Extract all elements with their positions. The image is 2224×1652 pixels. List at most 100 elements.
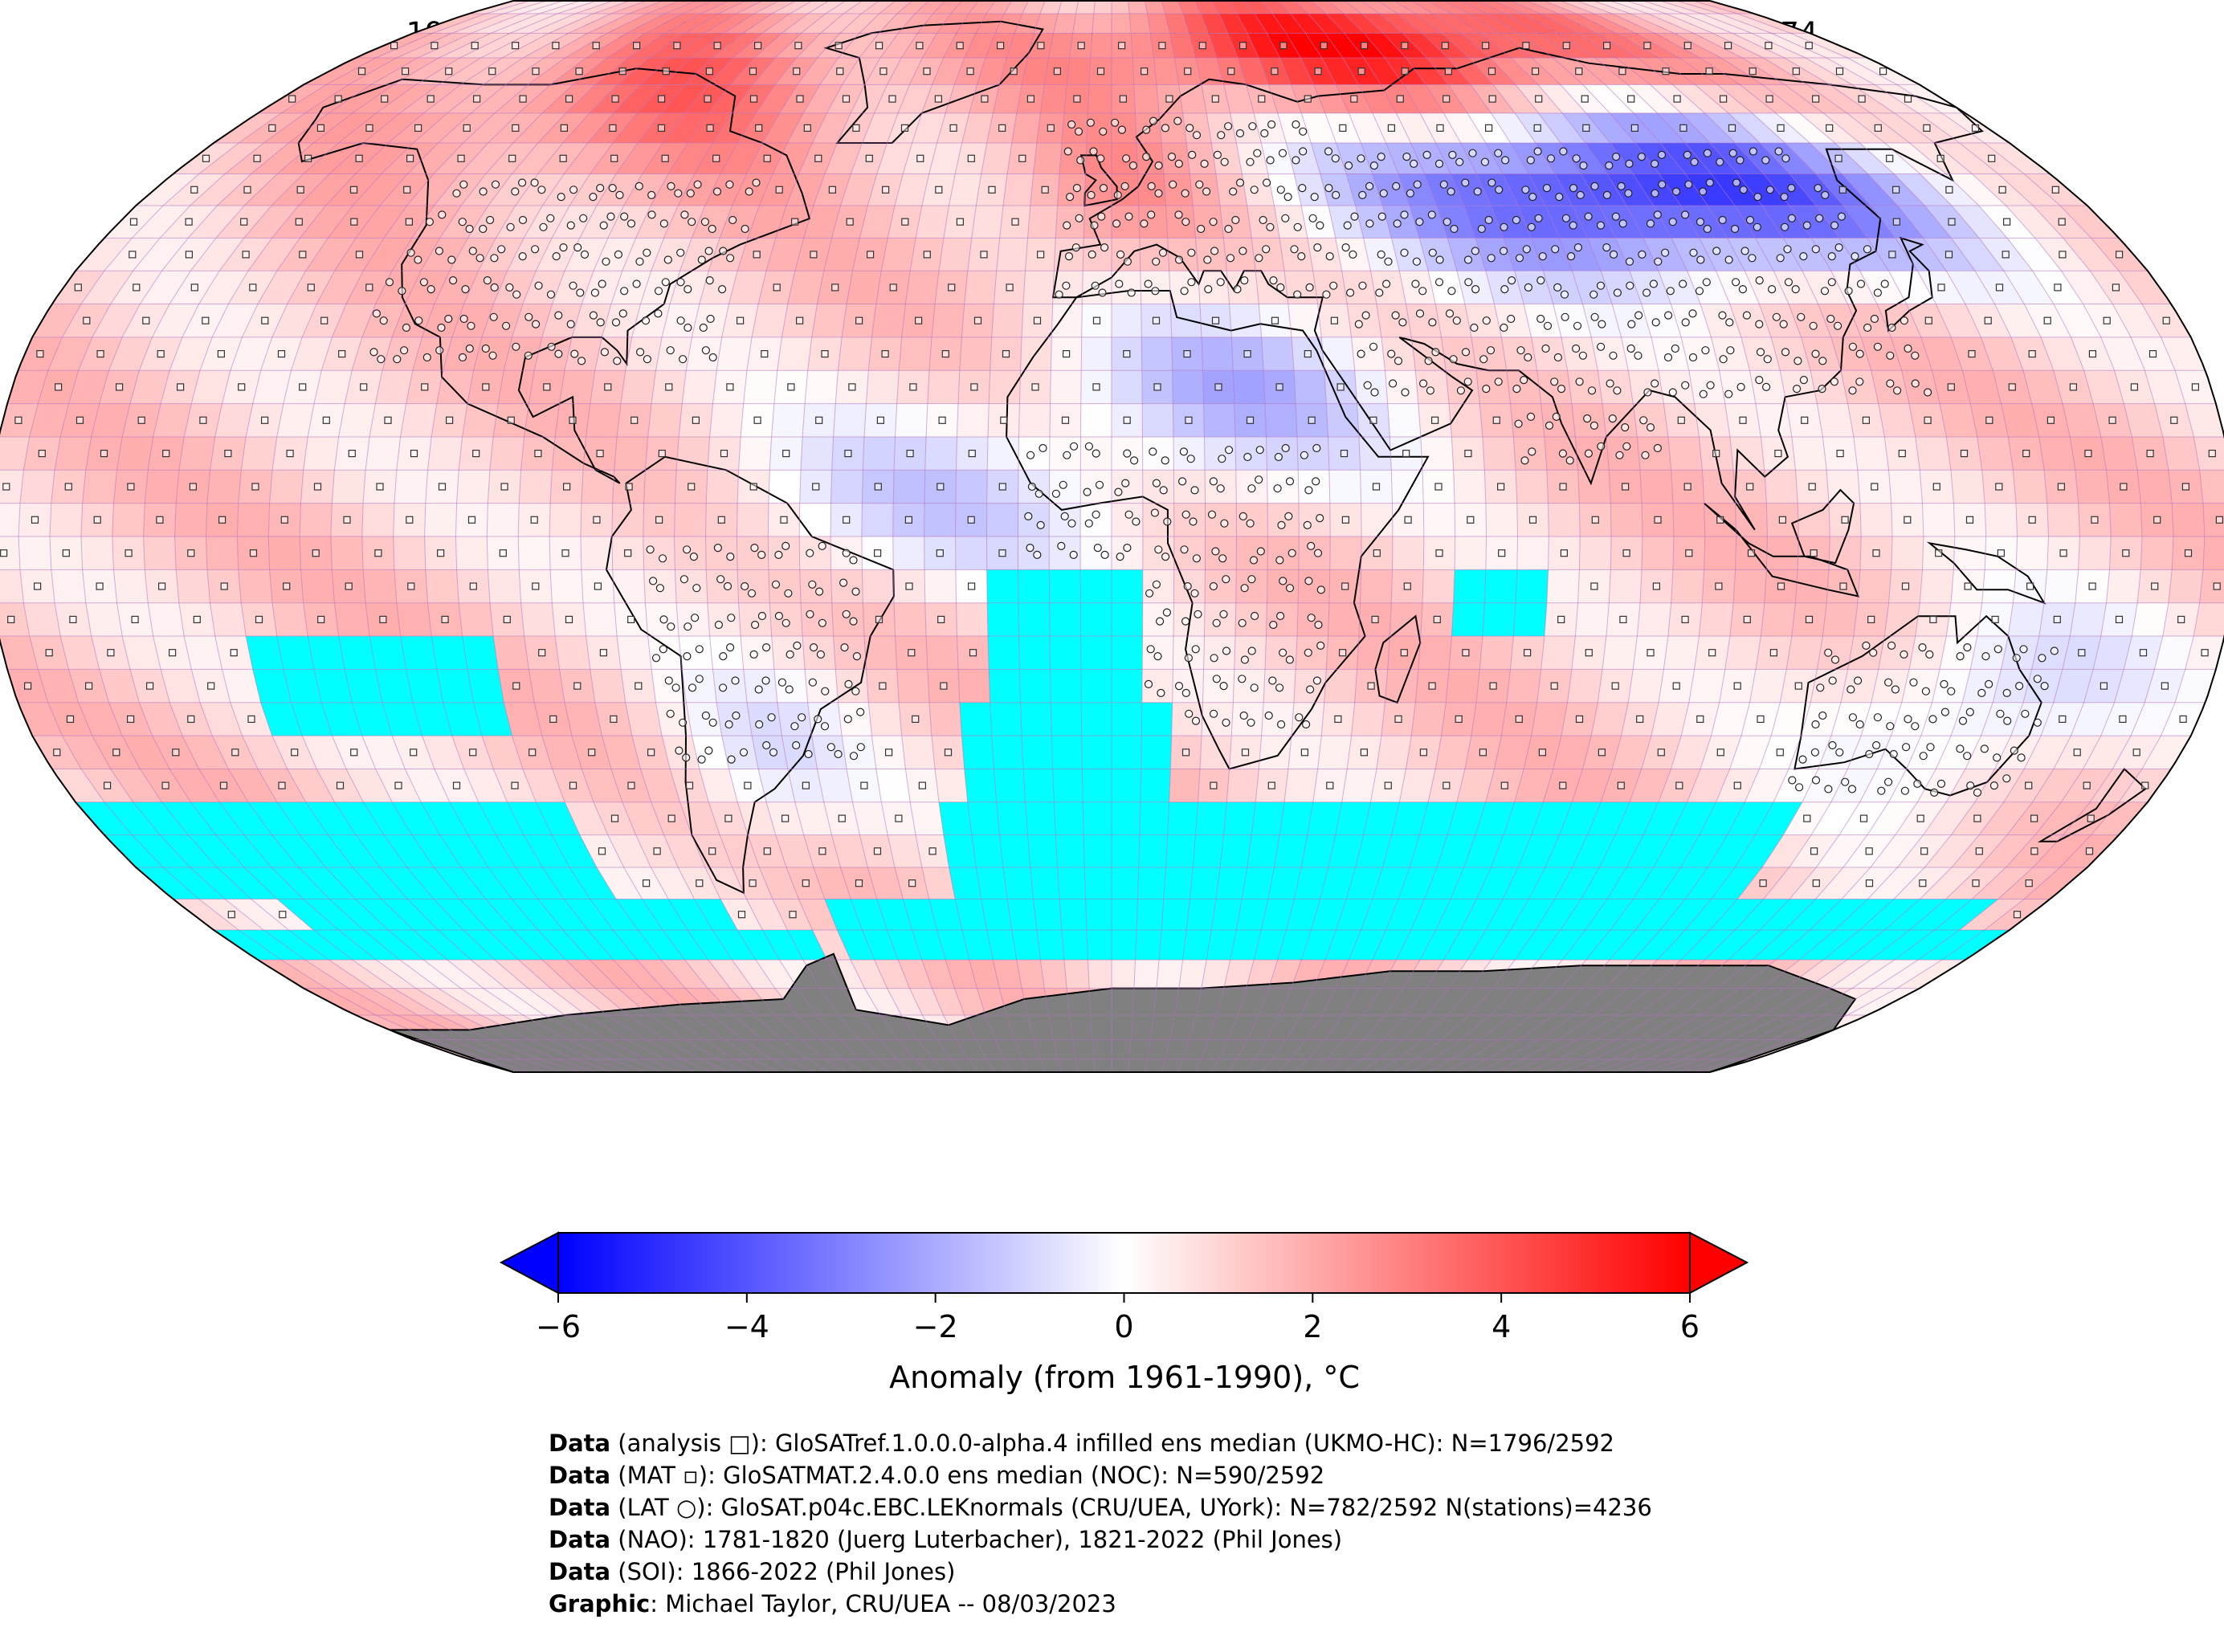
lat-station-marker: [843, 715, 852, 724]
grid-meridian: [1128, 1, 1144, 1072]
lat-station-marker: [1418, 379, 1428, 388]
lat-station-marker: [1255, 254, 1263, 263]
lat-station-marker: [1281, 214, 1290, 222]
anomaly-cell: [663, 112, 708, 143]
lat-station-marker: [1573, 243, 1583, 252]
anomaly-cell: [971, 834, 1003, 867]
lat-station-marker: [1358, 281, 1367, 290]
lat-station-marker: [1477, 224, 1486, 234]
anomaly-cell: [1057, 173, 1086, 206]
lat-station-marker: [747, 589, 757, 598]
lat-station-marker: [1275, 683, 1284, 692]
lat-station-marker: [1668, 218, 1677, 226]
analysis-marker: [661, 154, 669, 162]
anomaly-cell: [1729, 736, 1772, 769]
lat-station-marker: [659, 645, 667, 654]
lat-station-marker: [1848, 342, 1857, 351]
anomaly-cell: [1760, 899, 1816, 930]
lat-station-marker: [1298, 184, 1307, 193]
anomaly-cell: [1735, 899, 1790, 930]
analysis-marker: [1531, 67, 1540, 75]
analysis-marker: [219, 781, 228, 789]
lat-station-marker: [1634, 311, 1643, 320]
anomaly-cell: [1742, 58, 1808, 85]
analysis-marker: [1002, 350, 1010, 358]
anomaly-cell: [1771, 702, 1811, 736]
lat-station-marker: [1834, 321, 1842, 330]
anomaly-cell: [1135, 930, 1162, 961]
anomaly-cell: [370, 988, 439, 1015]
analysis-marker: [688, 483, 696, 491]
lat-station-marker: [1307, 541, 1316, 551]
anomaly-cell: [674, 536, 707, 570]
analysis-marker: [2088, 350, 2096, 358]
anomaly-cell: [214, 112, 282, 143]
analysis-marker: [860, 781, 868, 789]
anomaly-cell: [300, 503, 333, 536]
anomaly-cell: [1888, 271, 1936, 304]
grid-meridian: [49, 1, 547, 1072]
lat-station-marker: [2012, 654, 2021, 663]
anomaly-cell: [507, 802, 553, 835]
anomaly-cell: [565, 960, 618, 989]
lat-station-marker: [1411, 279, 1420, 288]
lat-station-marker: [1381, 279, 1391, 288]
anomaly-cell: [1142, 403, 1173, 437]
analysis-marker: [482, 383, 490, 391]
anomaly-cell: [272, 602, 308, 637]
anomaly-cell: [1112, 736, 1142, 769]
anomaly-cell: [1548, 503, 1581, 536]
analysis-marker: [349, 186, 358, 194]
lat-station-marker: [512, 290, 521, 299]
lat-station-marker: [398, 287, 406, 296]
lat-station-marker: [1830, 377, 1838, 386]
lat-station-marker: [530, 178, 539, 187]
lat-station-marker: [755, 720, 764, 729]
analysis-marker: [177, 383, 185, 391]
lat-station-marker: [1725, 318, 1734, 327]
analysis-marker: [552, 42, 560, 50]
lat-station-marker: [1524, 353, 1532, 362]
anomaly-cell: [1959, 899, 2025, 930]
anomaly-cell: [1834, 143, 1894, 174]
anomaly-cell: [467, 669, 504, 703]
analysis-marker: [1862, 416, 1870, 424]
anomaly-cell: [1205, 503, 1237, 536]
anomaly-cell: [842, 988, 881, 1015]
anomaly-cell: [896, 669, 929, 703]
analysis-marker: [918, 781, 927, 789]
anomaly-cell: [512, 143, 563, 174]
lat-station-marker: [1247, 647, 1256, 655]
analysis-marker: [1419, 748, 1428, 757]
anomaly-cell: [640, 769, 680, 802]
lat-station-marker: [718, 683, 728, 692]
analysis-marker: [1267, 781, 1275, 789]
lat-station-marker: [1180, 287, 1189, 296]
anomaly-cell: [922, 33, 957, 58]
lat-station-marker: [468, 247, 477, 255]
anomaly-cell: [1475, 238, 1515, 271]
anomaly-cell: [898, 84, 932, 113]
anomaly-cell: [393, 988, 460, 1015]
analysis-marker: [1430, 416, 1439, 424]
anomaly-cell: [1729, 436, 1765, 471]
anomaly-cell: [1080, 636, 1112, 670]
lat-station-marker: [1731, 224, 1740, 234]
lat-station-marker: [1412, 257, 1422, 266]
analysis-marker: [657, 95, 666, 103]
lat-station-marker: [1200, 159, 1209, 168]
anomaly-cell: [1394, 1, 1434, 14]
anomaly-cell: [1688, 669, 1725, 703]
anomaly-cell: [1699, 602, 1734, 637]
anomaly-cell: [1379, 13, 1422, 34]
analysis-marker: [1835, 67, 1844, 75]
anomaly-cell: [1802, 769, 1848, 802]
lat-station-marker: [1055, 290, 1063, 299]
analysis-marker: [2115, 615, 2124, 624]
anomaly-cell: [1335, 802, 1371, 835]
anomaly-cell: [1441, 337, 1476, 371]
anomaly-cell: [55, 436, 92, 471]
lat-station-marker: [606, 212, 615, 221]
anomaly-cell: [1235, 436, 1267, 471]
anomaly-cell: [1680, 112, 1736, 143]
